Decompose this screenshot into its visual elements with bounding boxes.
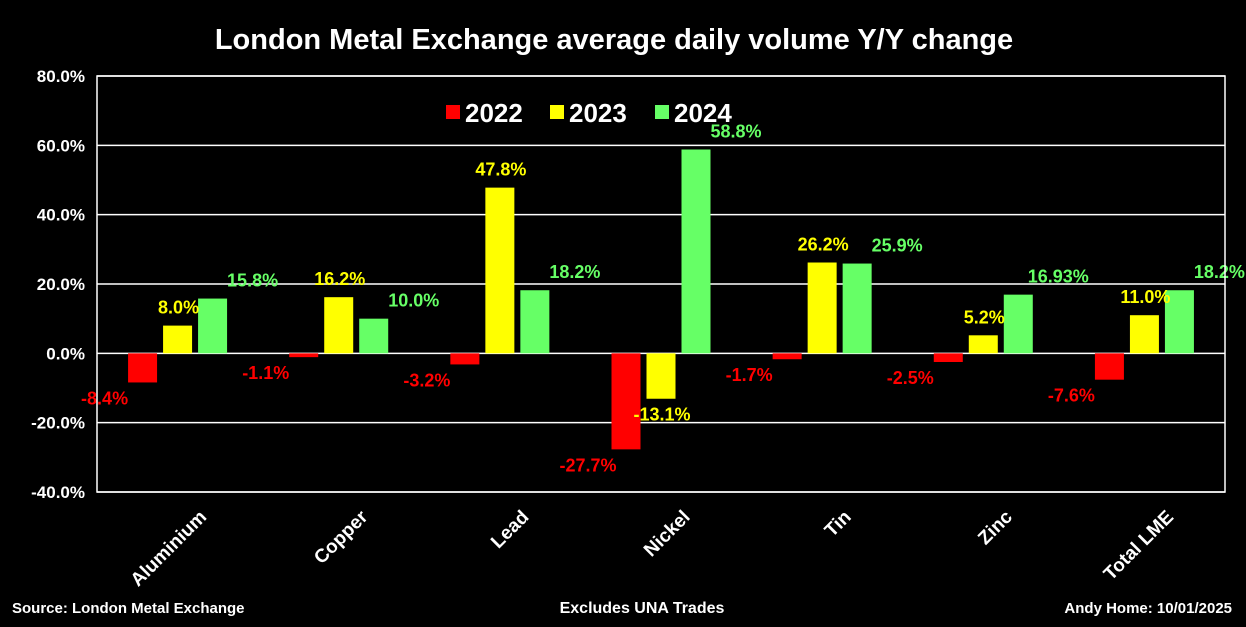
bar-2023-total-lme <box>1129 315 1159 354</box>
bar-2023-tin <box>807 262 837 354</box>
bar-2022-tin <box>772 353 802 360</box>
y-tick-label: 20.0% <box>37 275 85 294</box>
data-label: 58.8% <box>710 121 761 141</box>
data-label: 18.2% <box>549 262 600 282</box>
x-tick-label: Tin <box>821 507 856 542</box>
x-tick-label: Total LME <box>1100 507 1178 585</box>
data-label: -2.5% <box>887 368 934 388</box>
bar-2022-copper <box>289 353 319 358</box>
data-label: 11.0% <box>1120 287 1170 307</box>
data-label: 15.8% <box>227 271 278 291</box>
data-label: 26.2% <box>798 235 849 255</box>
bar-2024-copper <box>359 318 389 354</box>
data-labels: -8.4% 8.0% 15.8% -1.1% 16.2% 10.0% -3.2% 47.8% 1… <box>81 121 1245 475</box>
data-label: 10.0% <box>388 291 439 311</box>
x-axis: Aluminium Copper Lead Nickel Tin Zinc Total LM… <box>127 506 1178 591</box>
legend-label-2022: 2022 <box>465 98 523 128</box>
data-label: -1.1% <box>242 363 289 383</box>
bars <box>128 149 1194 450</box>
y-tick-label: 80.0% <box>37 67 85 86</box>
plot-area-frame <box>96 75 1226 493</box>
author-date: Andy Home: 10/01/2025 <box>1064 600 1232 617</box>
data-label: 5.2% <box>964 307 1005 327</box>
legend-swatch-2022 <box>446 105 460 119</box>
bar-2024-aluminium <box>198 298 228 354</box>
bar-2024-zinc <box>1003 294 1033 354</box>
data-label: 16.93% <box>1028 267 1089 287</box>
bar-2024-lead <box>520 290 550 354</box>
bar-2024-nickel <box>681 149 711 354</box>
data-label: -7.6% <box>1048 386 1095 406</box>
legend: 2022 2023 2024 <box>446 98 732 128</box>
excludes-note: Excludes UNA Trades <box>559 600 725 617</box>
data-label: -8.4% <box>81 388 128 408</box>
bar-2023-nickel <box>646 353 676 399</box>
bar-2023-aluminium <box>163 325 193 354</box>
x-tick-label: Aluminium <box>127 507 211 591</box>
chart-title: London Metal Exchange average daily volu… <box>214 24 1014 56</box>
y-tick-label: -40.0% <box>31 483 85 502</box>
x-tick-label: Nickel <box>640 507 694 561</box>
bar-2022-total-lme <box>1094 353 1124 380</box>
data-label: 16.2% <box>314 269 365 289</box>
legend-swatch-2023 <box>550 105 564 119</box>
data-label: -27.7% <box>559 455 616 475</box>
bar-2024-total-lme <box>1164 290 1194 354</box>
data-label: -13.1% <box>633 405 690 425</box>
data-label: 25.9% <box>872 236 923 256</box>
x-tick-label: Lead <box>487 507 533 553</box>
bar-2022-zinc <box>933 353 963 362</box>
data-label: 8.0% <box>158 298 199 318</box>
legend-label-2023: 2023 <box>569 98 627 128</box>
x-tick-label: Zinc <box>974 506 1017 549</box>
x-tick-label: Copper <box>310 506 372 568</box>
data-label: 18.2% <box>1194 262 1245 282</box>
bar-2024-tin <box>842 263 872 354</box>
bar-2022-nickel <box>611 353 641 450</box>
bar-2022-lead <box>450 353 480 365</box>
bar-2022-aluminium <box>128 353 158 383</box>
bar-2023-lead <box>485 187 515 354</box>
y-tick-label: 0.0% <box>46 344 85 363</box>
data-label: -1.7% <box>726 365 773 385</box>
bar-2023-zinc <box>968 335 998 354</box>
y-tick-label: 60.0% <box>37 136 85 155</box>
y-tick-label: -20.0% <box>31 414 85 433</box>
y-axis: 80.0% 60.0% 40.0% 20.0% 0.0% -20.0% -40.0% <box>31 67 85 502</box>
data-label: -3.2% <box>403 370 450 390</box>
y-tick-label: 40.0% <box>37 206 85 225</box>
bar-2023-copper <box>324 297 354 354</box>
legend-swatch-2024 <box>655 105 669 119</box>
source-note: Source: London Metal Exchange <box>12 600 245 617</box>
data-label: 47.8% <box>475 160 526 180</box>
legend-label-2024: 2024 <box>674 98 732 128</box>
